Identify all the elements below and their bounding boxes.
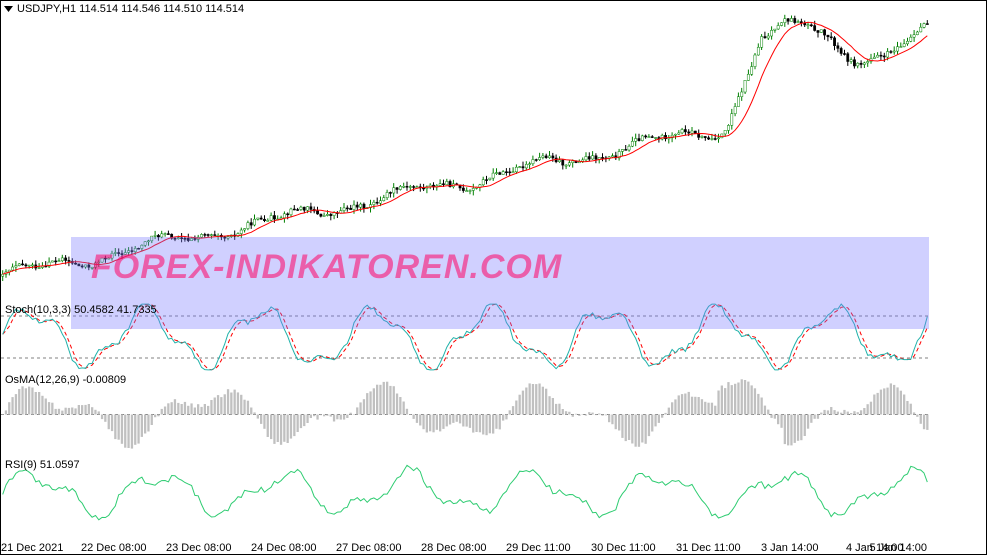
xlabel: 24 Dec 08:00	[251, 542, 316, 554]
symbol-label: USDJPY,H1	[17, 3, 76, 15]
osma-title: OsMA(12,26,9) -0.00809	[5, 374, 126, 386]
rsi-plot	[1, 457, 929, 537]
xlabel: 3 Jan 14:00	[761, 542, 819, 554]
osma-yaxis: 0.073520.00-0.07638	[0, 372, 1, 456]
price-chart-area[interactable]: USDJPY,H1 114.514 114.546 114.510 114.51…	[1, 1, 929, 301]
osma-chart-area[interactable]: OsMA(12,26,9) -0.00809	[1, 372, 929, 456]
xlabel: 30 Dec 11:00	[591, 542, 656, 554]
symbol-dropdown[interactable]	[3, 3, 14, 14]
stoch-yaxis: 10080200	[0, 302, 1, 371]
xlabel: 22 Dec 08:00	[81, 542, 146, 554]
watermark-text: FOREX-INDIKATOREN.COM	[91, 248, 562, 287]
xlabel: 29 Dec 11:00	[506, 542, 571, 554]
stoch-title: Stoch(10,3,3) 50.4582 41.7335	[5, 304, 157, 316]
chart-title: USDJPY,H1 114.514 114.546 114.510 114.51…	[17, 3, 244, 15]
rsi-title: RSI(9) 51.0597	[5, 459, 80, 471]
xlabel: 27 Dec 08:00	[336, 542, 401, 554]
xlabel: 28 Dec 08:00	[421, 542, 486, 554]
xlabel: 5 Jan 14:00	[870, 542, 928, 554]
time-axis: 21 Dec 2021 22 Dec 08:00 23 Dec 08:00 24 De…	[1, 536, 986, 556]
ohlc-label: 114.514 114.546 114.510 114.514	[79, 3, 244, 15]
chart-container: USDJPY,H1 114.514 114.546 114.510 114.51…	[0, 0, 987, 555]
xlabel: 23 Dec 08:00	[166, 542, 231, 554]
osma-plot	[1, 372, 929, 457]
rsi-yaxis: 1000	[0, 457, 1, 536]
xlabel: 21 Dec 2021	[1, 542, 63, 554]
rsi-chart-area[interactable]: RSI(9) 51.0597	[1, 457, 929, 536]
price-yaxis: 116.205115.775115.345114.915114.514114.0…	[0, 1, 1, 301]
xlabel: 31 Dec 11:00	[676, 542, 741, 554]
